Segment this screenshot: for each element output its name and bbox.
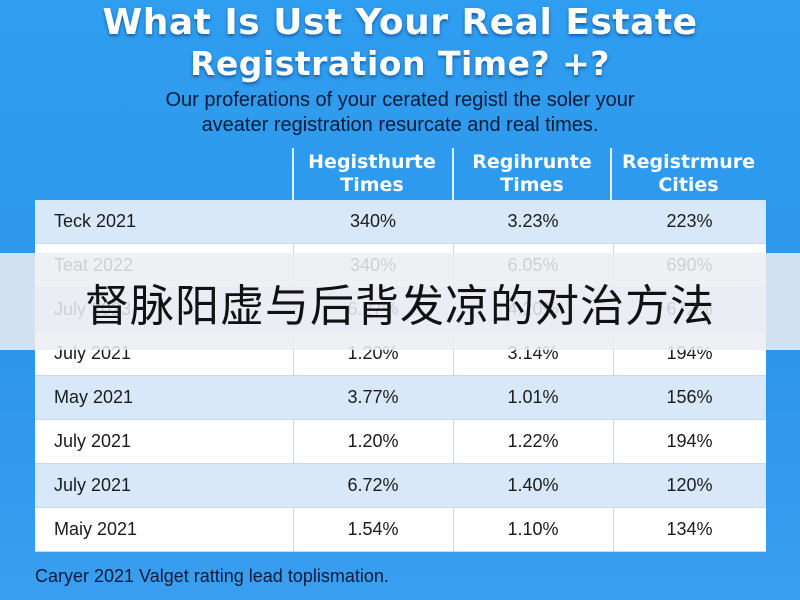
row-value-col1: 3.77% <box>347 387 399 407</box>
header-divider <box>452 148 454 200</box>
row-value-col2: 1.22% <box>507 431 559 451</box>
table-row: Teck 2021 340% 3.23% 223% <box>35 200 766 244</box>
footer-note: Caryer 2021 Valget ratting lead toplisma… <box>35 566 389 586</box>
column-header-2-text: Regihrunte Times <box>472 151 592 196</box>
table-row: Maiy 2021 1.54% 1.10% 134% <box>35 508 766 552</box>
table-row: July 2021 6.72% 1.40% 120% <box>35 464 766 508</box>
column-header-1: Hegisthurte Times <box>293 148 451 200</box>
row-label: July 2021 <box>54 475 132 495</box>
subtitle-line2: aveater registration resurcate and real … <box>201 114 599 136</box>
chart-title-line2: Registration Time? +? <box>190 44 610 83</box>
column-header-1-text: Hegisthurte Times <box>308 151 436 196</box>
overlay-banner: 督脉阳虚与后背发凉的对治方法 <box>0 253 800 350</box>
row-value-col3: 156% <box>666 387 713 407</box>
row-label: May 2021 <box>54 387 134 407</box>
header-divider <box>610 148 612 200</box>
column-header-3: Registrmure Cities <box>611 148 766 200</box>
chart-title: What Is Ust Your Real Estate <box>102 2 698 43</box>
row-value-col3: 134% <box>666 519 713 539</box>
row-label: July 2021 <box>54 431 132 451</box>
row-value-col3: 194% <box>666 431 713 451</box>
row-value-col2: 1.40% <box>507 475 559 495</box>
row-value-col1: 6.72% <box>347 475 399 495</box>
row-value-col1: 1.54% <box>347 519 399 539</box>
overlay-banner-text: 督脉阳虚与后背发凉的对治方法 <box>85 280 715 332</box>
column-header-2: Regihrunte Times <box>453 148 611 200</box>
row-value-col2: 3.23% <box>507 211 559 231</box>
subtitle-line1: Our proferations of your cerated registl… <box>165 89 635 111</box>
row-label: Teck 2021 <box>54 211 137 231</box>
row-value-col3: 223% <box>666 211 713 231</box>
row-label: Maiy 2021 <box>54 519 138 539</box>
column-header-3-text: Registrmure Cities <box>622 151 755 196</box>
row-value-col3: 120% <box>666 475 713 495</box>
table-row: July 2021 1.20% 1.22% 194% <box>35 420 766 464</box>
row-value-col1: 340% <box>349 211 397 231</box>
header-divider <box>292 148 294 200</box>
row-value-col1: 1.20% <box>347 431 399 451</box>
row-value-col2: 1.01% <box>507 387 559 407</box>
row-value-col2: 1.10% <box>507 519 559 539</box>
table-row: May 2021 3.77% 1.01% 156% <box>35 376 766 420</box>
